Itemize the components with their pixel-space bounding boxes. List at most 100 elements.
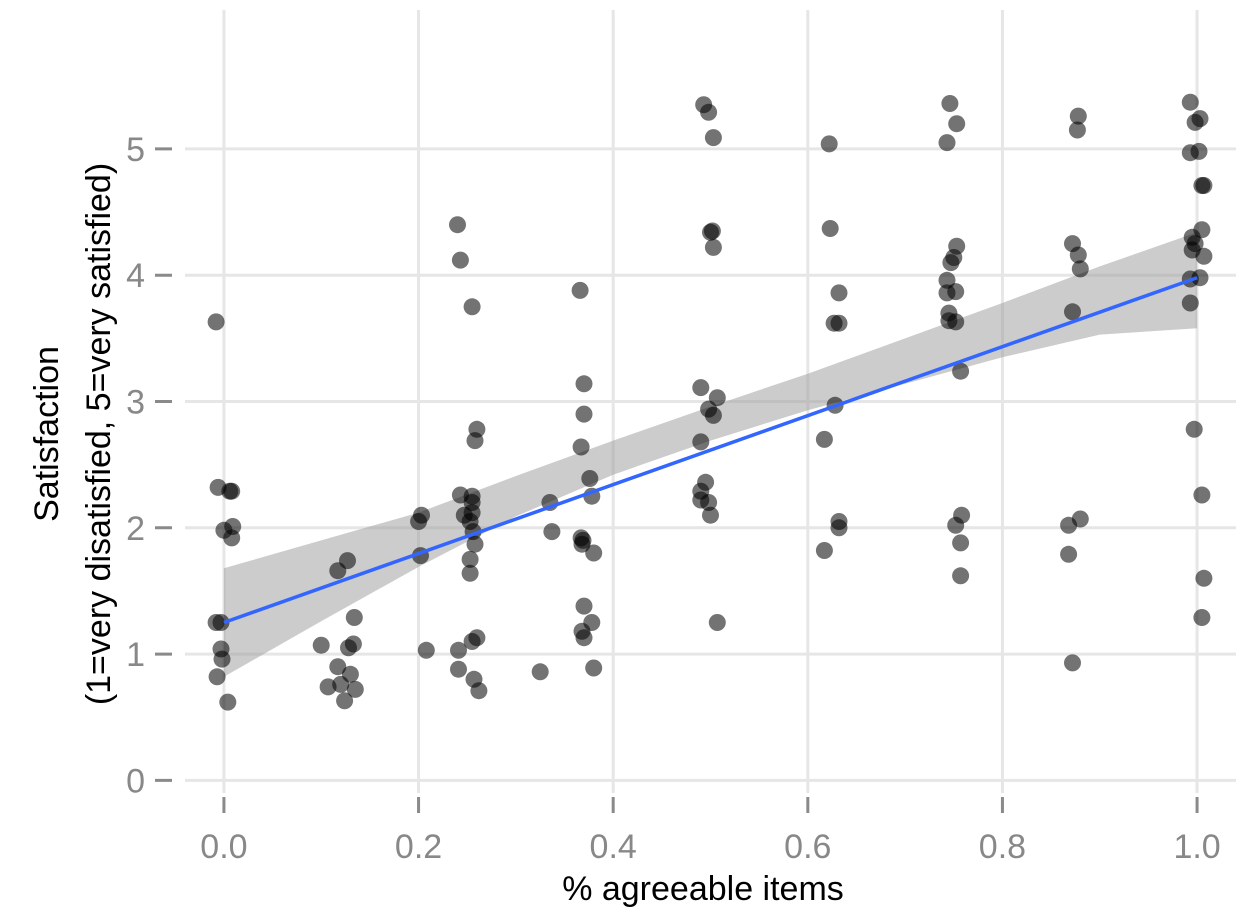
data-point	[450, 641, 467, 659]
data-point	[1190, 142, 1208, 160]
data-point	[345, 609, 363, 626]
data-point	[585, 544, 603, 562]
x-axis-label: % agreeable items	[562, 870, 844, 908]
data-point	[575, 405, 593, 423]
data-point	[575, 375, 593, 393]
data-point	[413, 506, 430, 524]
data-point	[703, 222, 721, 240]
y-tick-label: 0	[126, 762, 145, 800]
data-point	[1060, 545, 1078, 563]
data-point	[581, 470, 599, 487]
regression-line	[223, 276, 1198, 625]
data-point	[821, 220, 839, 237]
data-point	[339, 552, 356, 570]
data-point	[815, 430, 833, 448]
data-point	[1071, 260, 1089, 278]
data-point	[700, 103, 718, 121]
x-tick-label: 0.6	[784, 828, 831, 866]
x-tick-label: 0.8	[979, 828, 1026, 866]
data-point	[336, 692, 354, 710]
data-point	[1191, 269, 1209, 287]
data-point	[585, 659, 603, 677]
data-point	[583, 614, 601, 631]
data-point	[470, 682, 488, 700]
data-point	[952, 567, 970, 585]
data-point	[1069, 107, 1087, 125]
data-point	[208, 668, 226, 686]
data-point	[1071, 510, 1089, 528]
data-point	[1195, 569, 1213, 587]
axis-ticks-layer: 0.0 0.2 0.4 0.6 0.8 1.0 0 1 2 3 4 5	[126, 131, 1221, 866]
data-point	[463, 298, 481, 316]
y-axis-label-line1: Satisfaction	[28, 346, 66, 522]
data-point	[1068, 121, 1086, 139]
data-point	[1064, 654, 1081, 672]
data-point	[574, 531, 592, 549]
data-point	[1069, 246, 1087, 264]
data-point	[1185, 420, 1203, 438]
y-tick-label: 5	[126, 131, 145, 169]
confidence-ribbon	[223, 232, 1198, 677]
data-point	[830, 314, 848, 332]
data-point	[953, 506, 971, 524]
data-point	[344, 635, 362, 653]
data-point	[1181, 294, 1199, 312]
data-point	[543, 523, 561, 541]
data-point	[466, 535, 484, 553]
y-tick-label: 1	[126, 636, 145, 674]
data-point	[463, 504, 481, 522]
data-point	[704, 129, 722, 147]
data-point	[952, 362, 970, 380]
data-point	[319, 678, 337, 696]
data-point	[461, 550, 479, 568]
data-point	[223, 482, 241, 500]
y-tick-label: 3	[126, 384, 145, 422]
data-point	[947, 283, 965, 301]
data-point	[1195, 177, 1213, 194]
y-axis-label: Satisfaction (1=very disatisfied, 5=very…	[28, 163, 118, 705]
data-point	[572, 438, 590, 456]
data-point	[820, 135, 838, 153]
confidence-ribbon-layer	[223, 232, 1198, 677]
data-point	[1193, 486, 1211, 504]
grid-layer	[185, 10, 1236, 793]
data-point	[692, 433, 710, 451]
y-axis-label-line2: (1=very disatisfied, 5=very satisfied)	[80, 163, 118, 705]
data-point	[815, 542, 833, 559]
data-point	[207, 313, 225, 331]
data-point	[1193, 609, 1211, 626]
data-point	[449, 216, 466, 234]
data-point	[213, 650, 231, 668]
data-point	[346, 680, 364, 698]
data-point	[708, 614, 726, 631]
data-point	[700, 494, 718, 511]
data-point	[1181, 93, 1199, 111]
data-point	[468, 629, 486, 647]
x-tick-label: 0.4	[590, 828, 637, 866]
data-point	[830, 284, 848, 302]
data-point	[1195, 247, 1213, 265]
data-point	[417, 641, 435, 659]
data-point	[468, 420, 486, 438]
data-point	[692, 379, 710, 397]
data-point	[575, 597, 593, 615]
data-point	[702, 506, 719, 524]
data-point	[1191, 110, 1209, 128]
data-point	[952, 534, 970, 552]
data-point	[450, 660, 467, 678]
data-point	[1064, 303, 1081, 321]
data-point	[948, 115, 966, 133]
data-point	[947, 313, 965, 331]
y-tick-label: 2	[126, 510, 145, 548]
data-point	[571, 281, 589, 299]
data-point	[461, 564, 479, 582]
data-point	[575, 629, 593, 647]
x-tick-label: 0.2	[395, 828, 442, 866]
data-point	[223, 529, 241, 547]
data-point	[704, 238, 722, 256]
data-point	[938, 134, 956, 152]
data-point	[341, 665, 359, 683]
data-point	[531, 663, 549, 681]
data-point	[312, 636, 330, 654]
